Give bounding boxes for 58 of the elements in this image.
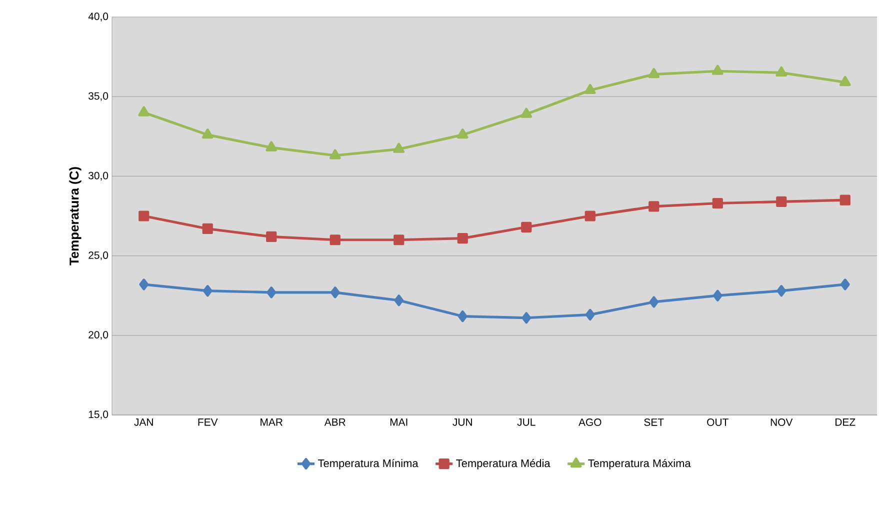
point xyxy=(840,194,850,206)
point xyxy=(457,232,468,244)
point xyxy=(266,141,278,152)
point xyxy=(394,294,404,306)
y-tick-label: 25,0 xyxy=(88,251,108,260)
x-tick-label: AGO xyxy=(578,418,602,426)
point xyxy=(330,234,340,246)
point xyxy=(138,106,150,116)
point xyxy=(522,312,532,324)
point xyxy=(457,128,468,139)
x-tick-label: MAI xyxy=(390,418,408,426)
point xyxy=(520,108,532,118)
y-tick-label: 30,0 xyxy=(88,172,108,181)
y-tick-label: 15,0 xyxy=(88,410,108,420)
point xyxy=(649,296,659,308)
point xyxy=(330,286,340,298)
y-axis-title: Temperatura (C) xyxy=(69,167,82,266)
point xyxy=(776,285,786,297)
y-tick-label: 35,0 xyxy=(88,92,108,101)
x-tick-label: JAN xyxy=(134,418,153,426)
point xyxy=(648,68,660,78)
point xyxy=(202,223,213,234)
x-tick-label: ABR xyxy=(324,418,346,426)
point xyxy=(521,222,532,232)
point xyxy=(139,278,149,290)
point xyxy=(584,84,596,94)
x-tick-label: OUT xyxy=(707,418,728,426)
point xyxy=(776,66,788,77)
legend-label: Temperatura Mínima xyxy=(318,458,418,470)
point xyxy=(458,310,468,322)
point xyxy=(585,308,595,321)
point xyxy=(712,290,722,302)
x-tick-label: FEV xyxy=(198,418,218,426)
y-tick-label: 40,0 xyxy=(88,12,108,22)
point xyxy=(648,201,660,212)
point xyxy=(266,286,276,298)
point xyxy=(712,198,723,209)
point xyxy=(840,76,851,86)
legend-label: Temperatura Média xyxy=(456,458,550,470)
x-tick-label: MAR xyxy=(260,418,283,426)
x-tick-label: JUL xyxy=(517,418,536,426)
point xyxy=(202,128,214,139)
x-tick-label: JUN xyxy=(452,418,472,426)
x-tick-label: NOV xyxy=(770,418,793,426)
point xyxy=(840,278,850,290)
point xyxy=(394,234,404,246)
y-tick-label: 20,0 xyxy=(88,331,108,340)
x-tick-label: DEZ xyxy=(836,418,856,426)
point xyxy=(584,210,596,222)
point xyxy=(329,149,341,160)
point xyxy=(138,210,150,222)
point xyxy=(712,64,724,75)
x-tick-label: SET xyxy=(644,418,664,426)
point xyxy=(776,196,787,207)
point xyxy=(266,231,277,242)
legend-label: Temperatura Máxima xyxy=(588,458,691,470)
point xyxy=(393,142,405,153)
point xyxy=(202,285,212,297)
